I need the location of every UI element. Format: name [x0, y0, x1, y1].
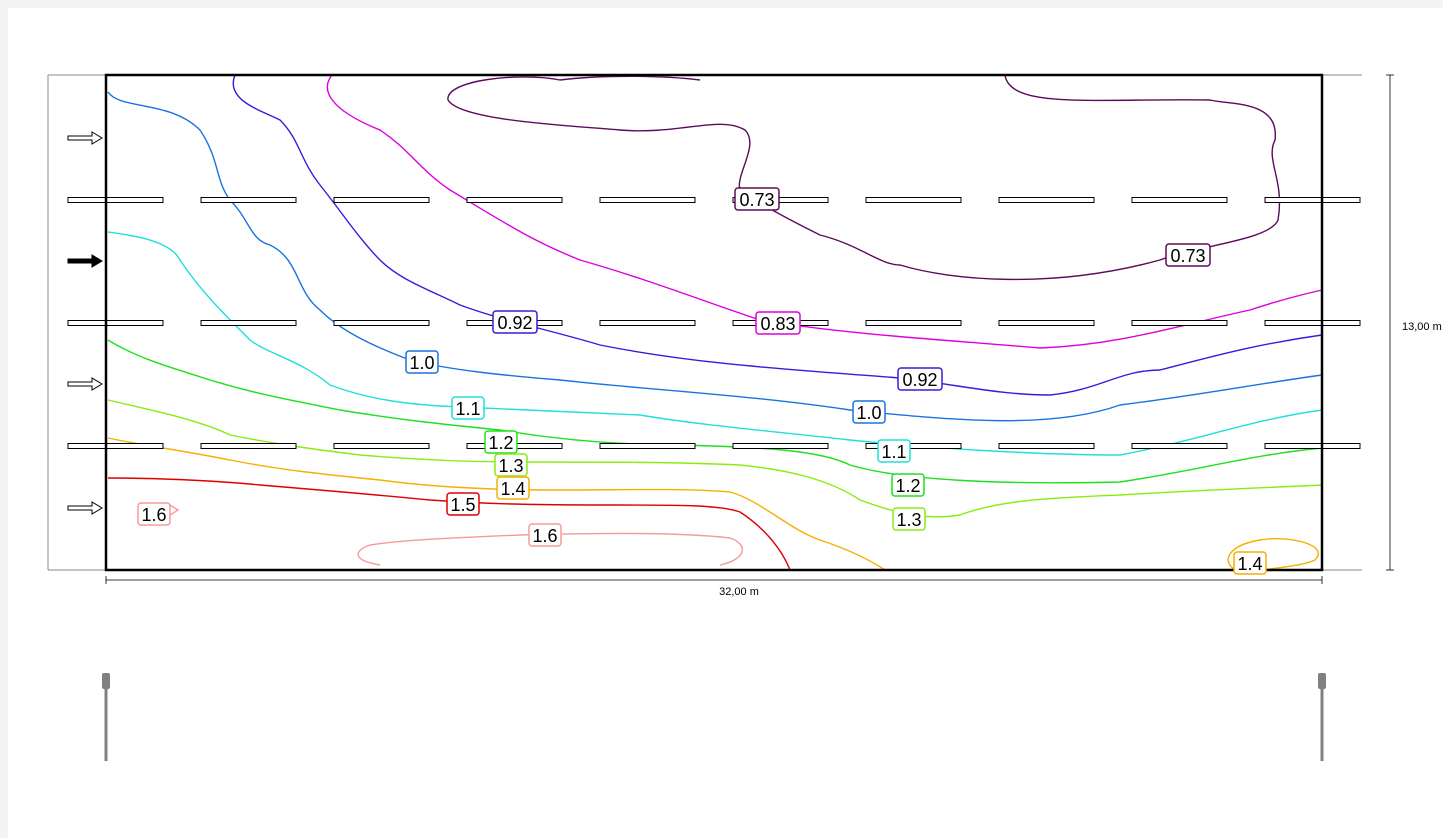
contour-0.83 — [326, 74, 1323, 349]
lane-dash — [1264, 197, 1361, 203]
svg-text:1.3: 1.3 — [498, 456, 523, 476]
lane-dash — [200, 197, 297, 203]
illuminance-contour-plot: 0.73 0.73 0.83 0.92 0.92 1.0 1.0 1.1 1.1… — [47, 73, 1442, 761]
contour-label: 0.83 — [755, 311, 801, 335]
contour-labels: 0.73 0.73 0.83 0.92 0.92 1.0 1.0 1.1 1.1… — [137, 187, 1267, 575]
lane-dash — [200, 443, 297, 449]
contour-label: 0.92 — [897, 367, 943, 391]
right-arrow-outline-icon — [67, 131, 103, 145]
lane-dash — [998, 320, 1095, 326]
contour-label: 1.1 — [877, 439, 911, 463]
contour-1.4-corner — [1227, 538, 1319, 571]
lane-dash — [865, 197, 962, 203]
lane-dash — [333, 197, 430, 203]
svg-text:1.6: 1.6 — [141, 505, 166, 525]
contour-1.3 — [107, 399, 1323, 518]
svg-text:1.1: 1.1 — [881, 442, 906, 462]
contour-1.2 — [107, 339, 1323, 484]
lane-dash — [67, 197, 164, 203]
svg-text:1.3: 1.3 — [896, 510, 921, 530]
street-light-pole-icon — [1318, 673, 1326, 761]
width-dimension-label: 13,00 m — [1402, 321, 1442, 333]
lane-dash — [599, 197, 696, 203]
contour-label: 0.73 — [1165, 243, 1211, 267]
calculation-field — [104, 73, 1324, 572]
lane-dash — [466, 197, 563, 203]
contour-0.73 — [447, 74, 1281, 281]
lane-dash — [333, 443, 430, 449]
svg-text:1.0: 1.0 — [856, 403, 881, 423]
contour-label: 1.3 — [494, 453, 528, 477]
lane-dash — [732, 197, 829, 203]
street-light-pole-icon — [102, 673, 110, 761]
svg-text:1.6: 1.6 — [532, 526, 557, 546]
length-dimension — [105, 576, 1323, 584]
contour-label: 1.4 — [1233, 551, 1267, 575]
svg-text:0.73: 0.73 — [739, 190, 774, 210]
lane-dash — [998, 197, 1095, 203]
svg-text:1.4: 1.4 — [1237, 554, 1262, 574]
contour-1.6 — [357, 532, 743, 566]
svg-text:1.2: 1.2 — [488, 433, 513, 453]
svg-text:0.83: 0.83 — [760, 314, 795, 334]
lane-dash — [865, 320, 962, 326]
contour-1.5 — [107, 477, 791, 571]
lane-dash — [599, 443, 696, 449]
contour-label: 1.6 — [137, 502, 171, 526]
svg-text:0.92: 0.92 — [497, 313, 532, 333]
lane-dash — [67, 320, 164, 326]
traffic-arrows — [67, 131, 103, 515]
contour-label: 1.1 — [451, 396, 485, 420]
contour-1.1 — [107, 231, 1323, 456]
svg-text:0.73: 0.73 — [1170, 246, 1205, 266]
length-dimension-label: 32,00 m — [719, 586, 759, 598]
svg-text:1.5: 1.5 — [450, 495, 475, 515]
contour-label: 1.3 — [892, 507, 926, 531]
contour-0.92 — [232, 74, 1323, 396]
lane-dash — [67, 443, 164, 449]
lane-dash — [1131, 443, 1228, 449]
contour-label: 0.73 — [734, 187, 780, 211]
contour-label: 1.6 — [528, 523, 562, 547]
right-arrow-filled-icon — [67, 254, 103, 268]
svg-text:1.2: 1.2 — [895, 476, 920, 496]
svg-text:0.92: 0.92 — [902, 370, 937, 390]
svg-text:1.1: 1.1 — [455, 399, 480, 419]
diagram-canvas: 0.73 0.73 0.83 0.92 0.92 1.0 1.0 1.1 1.1… — [8, 8, 1443, 838]
right-arrow-outline-icon — [67, 501, 103, 515]
lane-dash — [865, 443, 962, 449]
right-arrow-outline-icon — [67, 377, 103, 391]
lane-dash — [732, 443, 829, 449]
lane-dash — [333, 320, 430, 326]
lane-dash — [1264, 443, 1361, 449]
contour-1.6-small — [169, 504, 180, 516]
lane-dash — [1131, 320, 1228, 326]
contour-label: 1.2 — [484, 430, 518, 454]
lane-dash — [200, 320, 297, 326]
svg-text:1.0: 1.0 — [409, 353, 434, 373]
contour-1.4 — [107, 437, 886, 571]
lane-markings — [67, 197, 1361, 449]
lane-dash — [1264, 320, 1361, 326]
contour-label: 1.4 — [496, 476, 530, 500]
contour-1.0 — [107, 91, 1323, 422]
lane-dash — [599, 320, 696, 326]
contour-label: 1.0 — [852, 400, 886, 424]
width-dimension — [1386, 74, 1394, 571]
svg-text:1.4: 1.4 — [500, 479, 525, 499]
contour-label: 1.5 — [446, 492, 480, 516]
contour-label: 0.92 — [492, 310, 538, 334]
lane-dash — [998, 443, 1095, 449]
lane-dash — [1131, 197, 1228, 203]
contour-label: 1.2 — [891, 473, 925, 497]
contour-label: 1.0 — [405, 350, 439, 374]
